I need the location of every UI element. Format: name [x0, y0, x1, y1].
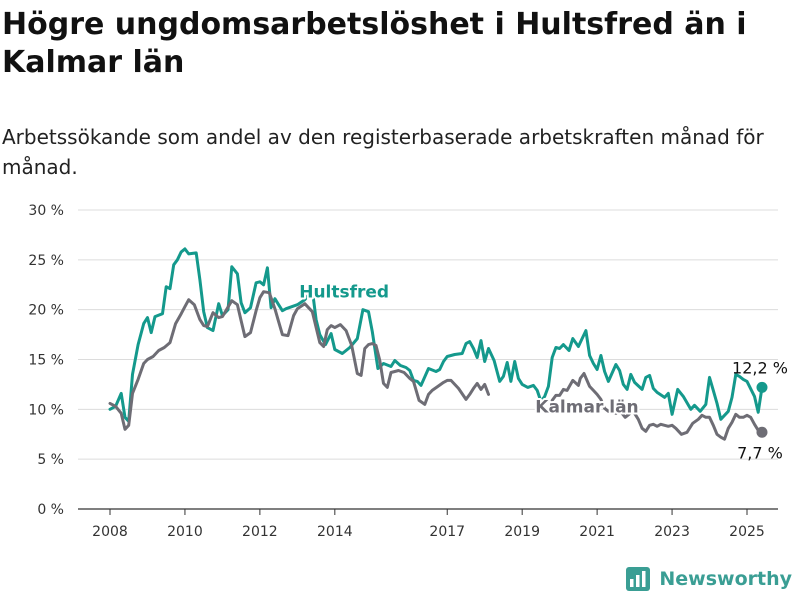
series-line-hultsfred	[108, 247, 764, 423]
y-tick-label: 5 %	[37, 452, 64, 468]
x-tick-label: 2017	[429, 524, 465, 540]
axes: 0 % 5 % 10 % 15 % 20 % 25 % 30 % 2008 2010 2012 20…	[28, 203, 778, 540]
gridlines	[78, 209, 778, 460]
series-line-kalmar-län	[550, 372, 764, 441]
y-tick-label: 10 %	[28, 402, 64, 418]
chart-subtitle: Arbetssökande som andel av den registerb…	[2, 125, 764, 179]
x-tick-label: 2012	[242, 524, 278, 540]
series-name-label: Hultsfred	[299, 283, 389, 303]
series-name-label: Kalmar län	[535, 397, 638, 417]
series-end-point	[756, 381, 768, 393]
series-lines	[108, 247, 768, 441]
chart-labels: 12,2 % 7,7 % Hultsfred Kalmar län	[297, 281, 788, 463]
x-tick-label: 2019	[504, 524, 540, 540]
brand: Newsworthy	[625, 566, 792, 592]
series-end-point	[756, 426, 768, 438]
end-value-label: 12,2 %	[732, 358, 788, 377]
x-tick-label: 2023	[654, 524, 690, 540]
bar-chart-logo-icon	[626, 567, 651, 591]
end-value-label: 7,7 %	[737, 443, 783, 462]
y-tick-label: 15 %	[28, 353, 64, 369]
y-tick-label: 30 %	[28, 203, 64, 219]
series-line-kalmar-län	[108, 290, 490, 431]
y-tick-label: 25 %	[28, 253, 64, 269]
chart-title: Högre ungdomsarbetslöshet i Hultsfred än…	[2, 7, 747, 80]
x-tick-label: 2025	[729, 524, 765, 540]
y-tick-label: 0 %	[37, 502, 64, 518]
x-tick-label: 2021	[579, 524, 615, 540]
x-tick-label: 2010	[167, 524, 203, 540]
x-tick-label: 2008	[92, 524, 128, 540]
x-tick-label: 2014	[317, 524, 353, 540]
brand-name: Newsworthy	[659, 568, 792, 590]
y-tick-label: 20 %	[28, 303, 64, 319]
